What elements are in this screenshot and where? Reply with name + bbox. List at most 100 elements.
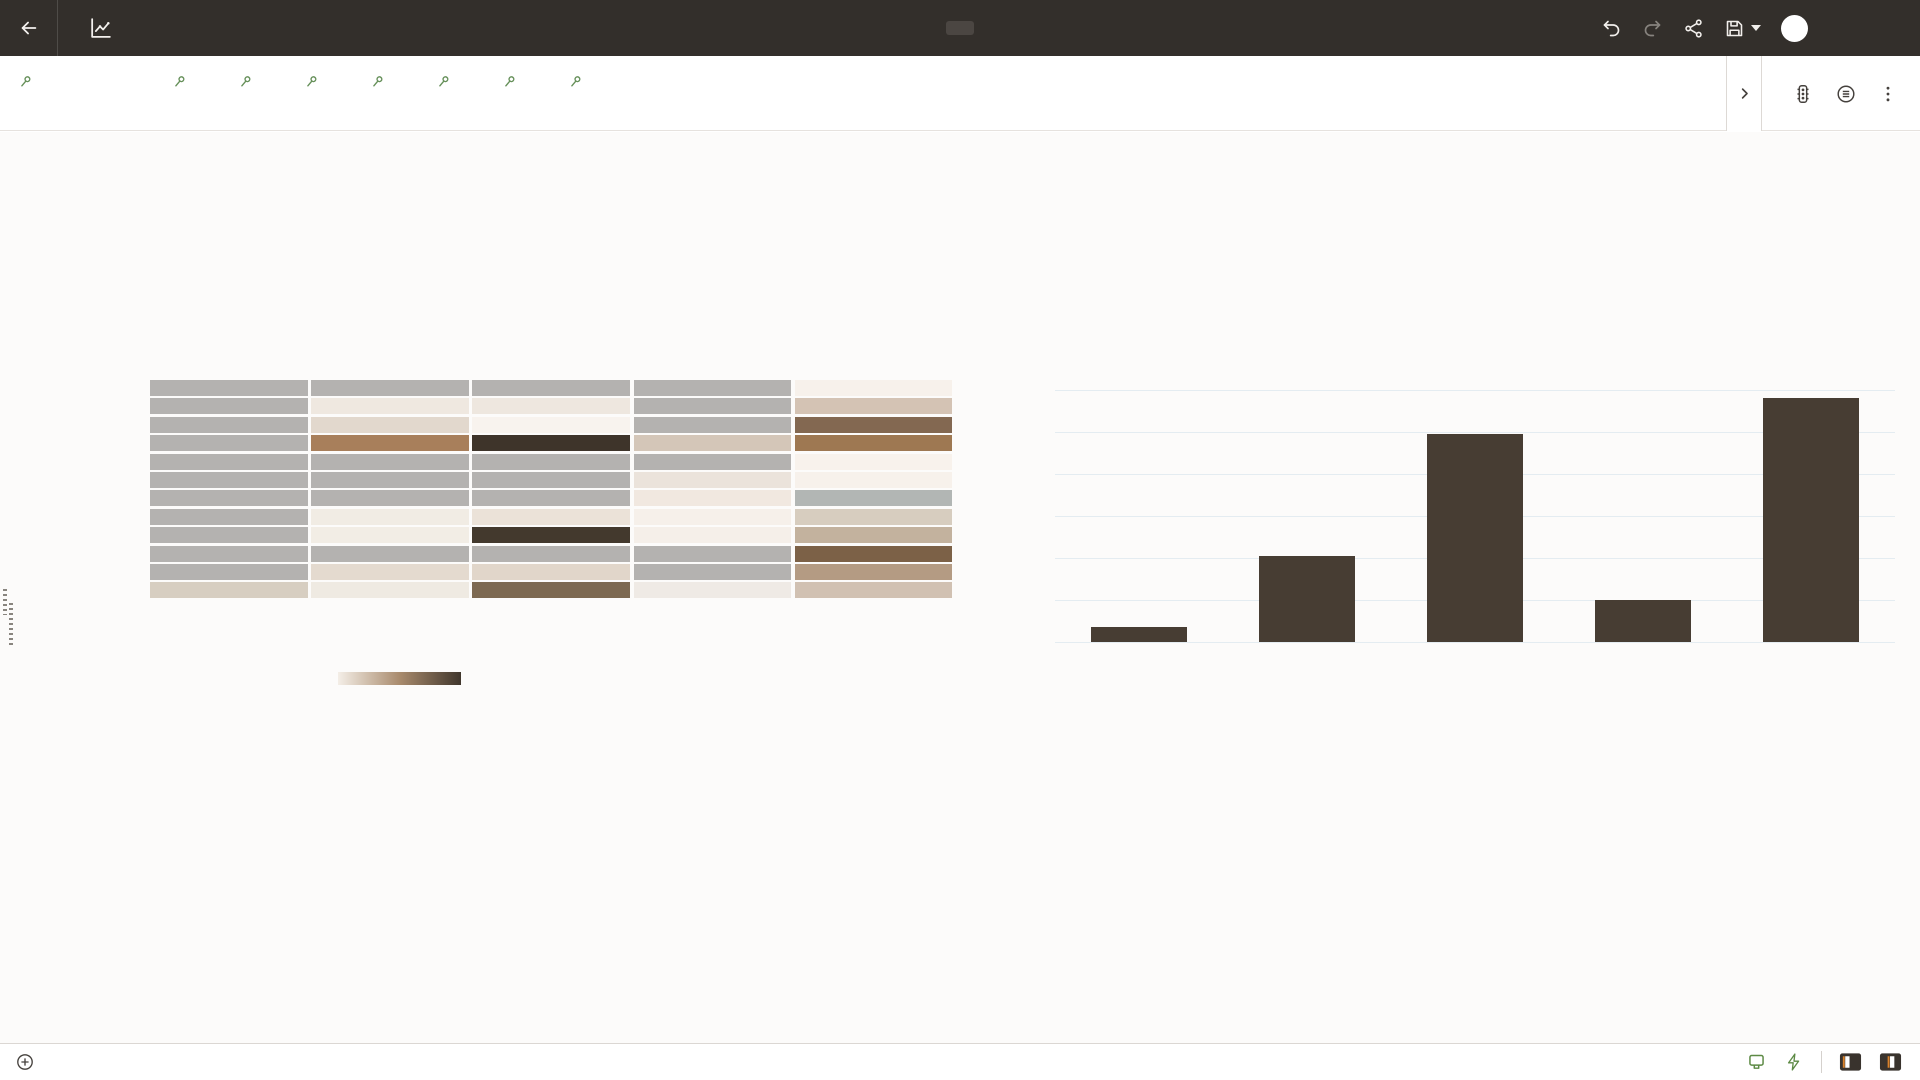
heatmap-cell[interactable] xyxy=(150,435,308,452)
heatmap-cell[interactable] xyxy=(794,490,953,507)
header-tab-narrate[interactable] xyxy=(981,21,1009,35)
heatmap-cell[interactable] xyxy=(794,453,953,470)
bar-referral[interactable] xyxy=(1595,600,1691,642)
heatmap-cell[interactable] xyxy=(150,490,308,507)
filter-chip-year[interactable] xyxy=(18,70,40,131)
heatmap-cell[interactable] xyxy=(150,398,308,415)
heatmap-cell[interactable] xyxy=(633,472,792,488)
heatmap-cell[interactable] xyxy=(311,527,469,544)
heatmap-cell[interactable] xyxy=(150,472,308,488)
header-tab-data[interactable] xyxy=(911,21,939,35)
bar-career-site[interactable] xyxy=(1427,434,1523,642)
heatmap-cell[interactable] xyxy=(472,527,630,544)
filter-chip-location-name[interactable] xyxy=(370,70,392,131)
heatmap-cell[interactable] xyxy=(633,545,792,562)
heatmap-cell[interactable] xyxy=(633,582,792,599)
heatmap-cell[interactable] xyxy=(150,416,308,433)
limit-values-icon[interactable] xyxy=(1792,83,1814,105)
share-icon[interactable] xyxy=(1683,18,1704,39)
heatmap-cell[interactable] xyxy=(472,453,630,470)
heatmap-cell[interactable] xyxy=(794,472,953,488)
heatmap-cell[interactable] xyxy=(311,435,469,452)
heatmap-cell[interactable] xyxy=(150,508,308,525)
layout-left-panel-icon[interactable] xyxy=(1839,1052,1862,1072)
heatmap-cell[interactable] xyxy=(794,582,953,599)
heatmap-cell[interactable] xyxy=(150,527,308,544)
heatmap-cell[interactable] xyxy=(311,472,469,488)
panel-grip[interactable] xyxy=(3,589,15,651)
heatmap-cell[interactable] xyxy=(311,490,469,507)
heatmap-cell[interactable] xyxy=(472,398,630,415)
heatmap-cell[interactable] xyxy=(472,508,630,525)
redo-icon[interactable] xyxy=(1642,18,1663,39)
filter-chip-grade-name[interactable] xyxy=(502,70,524,131)
heatmap-cell[interactable] xyxy=(794,527,953,544)
layout-center-panel-icon[interactable] xyxy=(1879,1052,1902,1072)
heatmap-cell[interactable] xyxy=(794,380,953,396)
heatmap-cell[interactable] xyxy=(150,564,308,580)
filter-chip-business-unit-name[interactable] xyxy=(304,70,326,131)
heatmap-cell[interactable] xyxy=(633,416,792,433)
bar-campaign[interactable] xyxy=(1091,627,1187,642)
bar-plot xyxy=(1055,390,1895,643)
header-tab-visualize[interactable] xyxy=(946,21,974,35)
heatmap-cell[interactable] xyxy=(311,416,469,433)
heatmap-cell[interactable] xyxy=(311,380,469,396)
heatmap-cell[interactable] xyxy=(311,564,469,580)
bar-referral-website[interactable] xyxy=(1763,398,1859,642)
save-button[interactable] xyxy=(1724,18,1761,39)
heatmap-cell[interactable] xyxy=(794,508,953,525)
heatmap-cell[interactable] xyxy=(472,380,630,396)
heatmap-cell[interactable] xyxy=(794,398,953,415)
menu-kebab-icon[interactable] xyxy=(1878,84,1898,104)
heatmap-cell[interactable] xyxy=(311,398,469,415)
heatmap-cell[interactable] xyxy=(633,398,792,415)
heatmap-cell[interactable] xyxy=(150,380,308,396)
kpi-tile-2[interactable] xyxy=(1280,148,1920,162)
avatar[interactable] xyxy=(1781,14,1808,42)
heatmap-cell[interactable] xyxy=(794,416,953,433)
heatmap-cell[interactable] xyxy=(633,490,792,507)
heatmap-cell[interactable] xyxy=(633,564,792,580)
kpi-tile-1[interactable] xyxy=(640,148,1280,162)
auto-apply-lightning-icon[interactable] xyxy=(1784,1052,1804,1072)
add-canvas-icon[interactable] xyxy=(16,1044,34,1080)
heatmap-cell[interactable] xyxy=(633,527,792,544)
filter-chip-position-name[interactable] xyxy=(568,70,590,131)
back-button[interactable] xyxy=(0,0,58,56)
undo-icon[interactable] xyxy=(1601,18,1622,39)
bar-chart xyxy=(983,332,1918,714)
heatmap-cell[interactable] xyxy=(472,545,630,562)
heatmap-cell[interactable] xyxy=(633,508,792,525)
kpi-row xyxy=(0,148,1920,162)
filter-chip-job-family[interactable] xyxy=(436,70,458,131)
heatmap-cell[interactable] xyxy=(311,545,469,562)
data-settings-icon[interactable] xyxy=(1835,83,1857,105)
heatmap-cell[interactable] xyxy=(472,490,630,507)
heatmap-cell[interactable] xyxy=(311,582,469,599)
kpi-tile-0[interactable] xyxy=(0,148,640,162)
filter-chip-quarter[interactable] xyxy=(172,70,194,131)
bar-candidate-added-to-job-requisition[interactable] xyxy=(1259,555,1355,642)
heatmap-cell[interactable] xyxy=(633,380,792,396)
heatmap-cell[interactable] xyxy=(150,582,308,599)
filter-chip-legal-employer-name[interactable] xyxy=(238,70,260,131)
heatmap-cell[interactable] xyxy=(472,435,630,452)
heatmap-cell[interactable] xyxy=(472,582,630,599)
filter-chip-header xyxy=(502,70,524,92)
heatmap-cell[interactable] xyxy=(150,453,308,470)
heatmap-cell[interactable] xyxy=(472,564,630,580)
heatmap-cell[interactable] xyxy=(311,453,469,470)
heatmap-cell[interactable] xyxy=(472,472,630,488)
heatmap-cell[interactable] xyxy=(794,564,953,580)
heatmap-cell[interactable] xyxy=(794,545,953,562)
heatmap-cell[interactable] xyxy=(472,416,630,433)
heatmap-cell[interactable] xyxy=(150,545,308,562)
save-caret-icon[interactable] xyxy=(1751,25,1761,31)
heatmap-cell[interactable] xyxy=(794,435,953,452)
heatmap-cell[interactable] xyxy=(633,435,792,452)
filter-bar-expand-button[interactable] xyxy=(1726,56,1762,131)
canvas-style-icon[interactable] xyxy=(1746,1052,1767,1073)
heatmap-cell[interactable] xyxy=(633,453,792,470)
heatmap-cell[interactable] xyxy=(311,508,469,525)
